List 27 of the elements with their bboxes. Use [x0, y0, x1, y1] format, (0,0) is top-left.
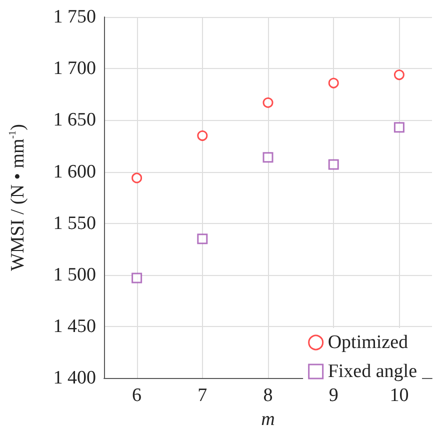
- x-tick-label: 6: [132, 385, 142, 406]
- point: [197, 130, 208, 141]
- y-tick-label: 1 750: [53, 6, 96, 28]
- y-tick-label: 1 400: [53, 368, 96, 389]
- point: [262, 152, 274, 163]
- y-tick-label: 1 650: [53, 110, 96, 131]
- legend-label: Optimized: [328, 332, 409, 353]
- y-tick-label: 1 450: [53, 316, 96, 338]
- y-tick-label: 1 600: [53, 161, 96, 182]
- x-tick-label: 10: [390, 385, 409, 406]
- point: [262, 97, 274, 108]
- point: [328, 159, 339, 170]
- y-axis-title: WMSI / (N • mm-1): [8, 124, 28, 272]
- legend-label: Fixed angle: [328, 361, 418, 382]
- x-axis-title: m: [261, 409, 275, 430]
- x-tick-label: 9: [328, 385, 338, 406]
- point: [197, 234, 208, 244]
- point: [394, 70, 404, 80]
- x-tick-label: 8: [263, 385, 273, 406]
- point: [328, 78, 339, 88]
- y-tick-label: 1 550: [53, 212, 96, 234]
- point: [394, 122, 404, 133]
- y-tick-label: 1 500: [53, 264, 96, 286]
- point: [132, 272, 142, 284]
- x-tick-label: 7: [198, 385, 208, 406]
- y-tick-label: 1 700: [53, 58, 96, 80]
- point: [132, 172, 142, 184]
